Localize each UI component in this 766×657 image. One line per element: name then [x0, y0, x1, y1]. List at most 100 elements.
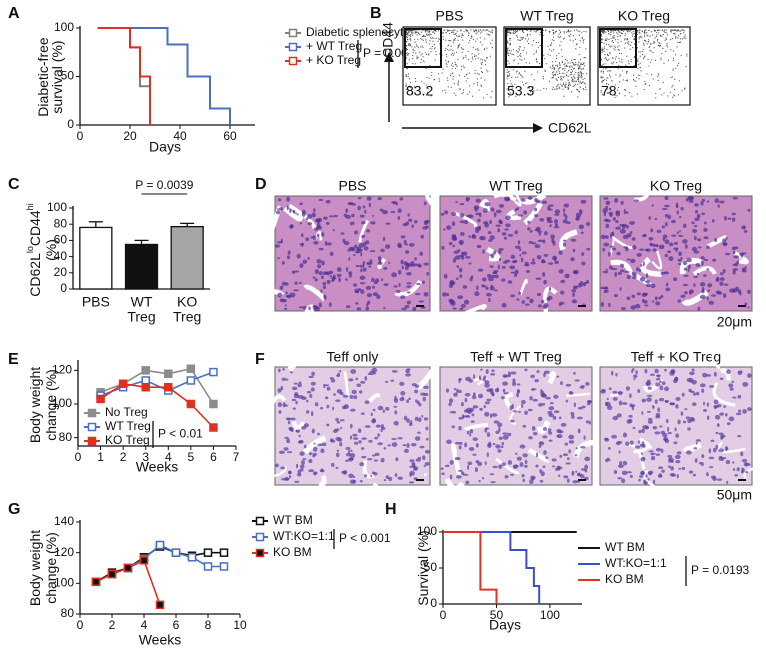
- cell-dot: [518, 48, 520, 50]
- cell-dot: [603, 31, 606, 33]
- nucleus: [276, 210, 281, 215]
- nucleus: [667, 214, 672, 220]
- cell-dot: [551, 77, 553, 79]
- y-tick-label: 50: [424, 560, 438, 574]
- nucleus: [547, 206, 551, 211]
- nucleus: [607, 446, 611, 450]
- cell-dot: [456, 30, 459, 32]
- cell-dot: [677, 64, 679, 67]
- nucleus: [314, 278, 318, 282]
- nucleus: [452, 307, 457, 310]
- cell-dot: [656, 34, 658, 36]
- nucleus: [322, 281, 326, 286]
- cell-dot: [577, 65, 579, 67]
- cell-dot: [414, 32, 416, 34]
- nucleus: [646, 397, 652, 402]
- nucleus: [682, 420, 687, 424]
- nucleus: [647, 477, 650, 481]
- nucleus: [512, 378, 516, 383]
- cell-dot: [684, 88, 686, 90]
- nucleus: [460, 232, 465, 236]
- cell-dot: [685, 66, 687, 68]
- nucleus: [522, 424, 527, 428]
- nucleus: [446, 293, 450, 297]
- cell-dot: [482, 61, 484, 63]
- nucleus: [677, 262, 682, 266]
- cell-dot: [614, 94, 616, 97]
- cell-dot: [471, 53, 473, 55]
- nucleus: [634, 303, 641, 309]
- nucleus: [669, 472, 675, 477]
- tissue-gap: [559, 229, 578, 251]
- cell-dot: [454, 37, 456, 40]
- nucleus: [492, 442, 496, 446]
- nucleus: [530, 475, 536, 480]
- nucleus: [351, 213, 355, 218]
- nucleus: [740, 469, 744, 474]
- nucleus: [636, 267, 640, 272]
- nucleus: [320, 289, 323, 293]
- nucleus: [336, 273, 342, 277]
- nucleus: [374, 278, 380, 283]
- nucleus: [462, 415, 469, 418]
- nucleus: [452, 244, 456, 248]
- cell-dot: [509, 42, 511, 45]
- nucleus: [316, 259, 322, 264]
- nucleus: [479, 407, 483, 411]
- cell-dot: [573, 76, 575, 78]
- nucleus: [558, 250, 563, 255]
- x-tick-label: 0: [75, 450, 82, 464]
- cell-dot: [462, 65, 464, 67]
- nucleus: [348, 257, 351, 261]
- tissue-gap: [651, 250, 663, 270]
- nucleus: [314, 269, 319, 275]
- nucleus: [723, 242, 727, 247]
- nucleus: [419, 445, 425, 449]
- cell-dot: [580, 62, 582, 64]
- cell-dot: [681, 90, 683, 92]
- nucleus: [336, 421, 341, 424]
- cell-dot: [458, 74, 460, 76]
- nucleus: [305, 237, 310, 242]
- nucleus: [743, 225, 746, 230]
- nucleus: [482, 476, 485, 480]
- legend-label: WT Treg: [105, 419, 151, 433]
- cell-dot: [610, 70, 612, 72]
- cell-dot: [471, 58, 474, 60]
- nucleus: [310, 411, 314, 417]
- cell-dot: [406, 67, 408, 70]
- nucleus: [449, 411, 454, 414]
- nucleus: [342, 238, 346, 243]
- nucleus: [343, 240, 350, 246]
- nucleus: [380, 457, 385, 463]
- scale-label: 50μm: [717, 487, 752, 503]
- nucleus: [600, 234, 606, 239]
- nucleus: [554, 213, 560, 216]
- nucleus: [345, 459, 350, 462]
- nucleus: [636, 292, 641, 296]
- nucleus: [472, 453, 477, 456]
- nucleus: [570, 411, 575, 416]
- cell-dot: [406, 48, 409, 50]
- cell-dot: [551, 67, 553, 69]
- data-point: [209, 423, 218, 432]
- cell-dot: [574, 38, 577, 40]
- cell-dot: [635, 76, 638, 79]
- nucleus: [314, 218, 321, 223]
- cell-dot: [486, 47, 488, 49]
- nucleus: [614, 272, 618, 277]
- cell-dot: [566, 71, 568, 73]
- nucleus: [414, 220, 418, 224]
- cell-dot: [618, 57, 620, 59]
- nucleus: [643, 233, 647, 238]
- cell-dot: [517, 63, 519, 65]
- cell-dot: [624, 34, 626, 37]
- nucleus: [308, 452, 313, 456]
- cell-dot: [510, 33, 512, 35]
- cell-dot: [672, 33, 675, 35]
- nucleus: [535, 464, 539, 468]
- nucleus: [629, 393, 632, 399]
- tissue-gap: [504, 392, 514, 409]
- cell-dot: [486, 93, 488, 95]
- cell-dot: [425, 33, 428, 35]
